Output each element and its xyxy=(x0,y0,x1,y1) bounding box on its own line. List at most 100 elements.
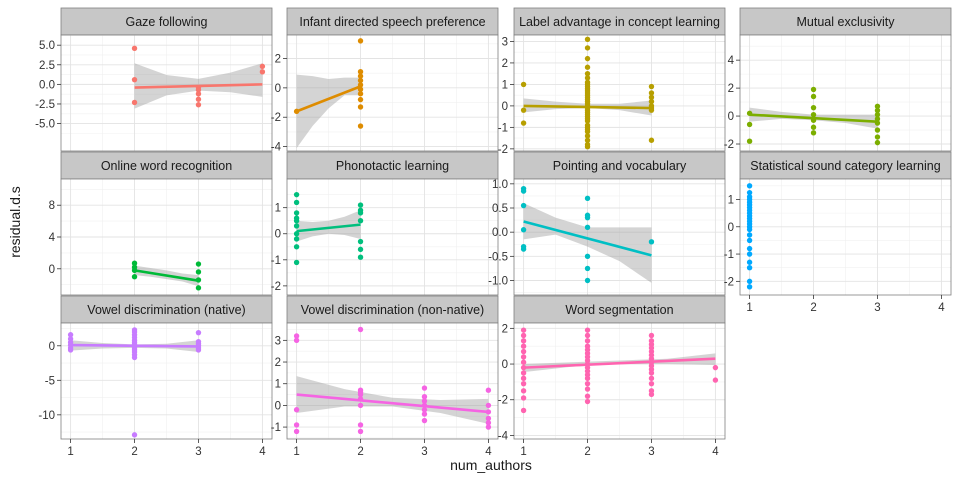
data-point xyxy=(485,420,492,426)
data-point xyxy=(293,259,300,266)
facet-title: Mutual exclusivity xyxy=(797,15,896,29)
data-point xyxy=(584,327,591,333)
facet-title: Vowel discrimination (non-native) xyxy=(301,303,484,317)
y-axis-title: residual.d.s xyxy=(7,186,23,258)
y-tick-label: -4 xyxy=(498,430,509,442)
data-point xyxy=(874,103,881,109)
data-point xyxy=(357,428,364,435)
data-point xyxy=(520,202,527,209)
data-point xyxy=(810,130,817,136)
data-point xyxy=(131,99,138,106)
data-point xyxy=(293,223,300,229)
data-point xyxy=(712,364,719,371)
data-point xyxy=(421,411,428,417)
data-point xyxy=(520,120,527,126)
data-point xyxy=(67,332,74,338)
data-point xyxy=(357,202,364,208)
data-point xyxy=(584,393,591,399)
data-point xyxy=(293,407,300,413)
data-point xyxy=(874,134,881,140)
facet-panel: Word segmentation -4 -2 0 2 1 2 3 4 xyxy=(498,295,726,458)
fit-line xyxy=(749,113,878,123)
data-point xyxy=(357,326,364,333)
data-point xyxy=(746,259,753,265)
data-point xyxy=(584,144,591,150)
data-point xyxy=(293,191,300,198)
y-tick-label: 0 xyxy=(275,229,281,241)
y-tick-label: 2 xyxy=(502,323,508,335)
data-point xyxy=(357,254,364,260)
y-tick-label: 0 xyxy=(275,400,281,412)
data-point xyxy=(293,422,300,428)
y-tick-label: -2 xyxy=(498,395,508,407)
data-point xyxy=(584,214,591,221)
y-tick-label: 2 xyxy=(502,58,508,70)
panel-border xyxy=(286,322,499,440)
data-point xyxy=(648,332,655,339)
data-point xyxy=(584,253,591,260)
data-point xyxy=(584,36,591,42)
facet-panel: Gaze following -5.0 -2.5 0.0 2.5 5.0 xyxy=(35,7,273,152)
y-tick-label: 1 xyxy=(275,379,281,391)
facet-panel: Vowel discrimination (non-native) -1 0 1 2 3 1… xyxy=(271,295,499,458)
data-point xyxy=(746,284,753,290)
facet-title: Statistical sound category learning xyxy=(750,159,940,173)
data-point xyxy=(195,87,202,93)
data-point xyxy=(357,91,364,97)
data-point xyxy=(357,391,364,398)
data-point xyxy=(584,70,591,77)
data-point xyxy=(357,210,364,216)
x-tick-label: 1 xyxy=(746,302,752,314)
data-point xyxy=(648,370,655,376)
facet-strip xyxy=(513,151,726,180)
y-tick-label: -2 xyxy=(498,144,508,156)
fit-line xyxy=(523,104,652,110)
data-point xyxy=(131,354,138,361)
data-point xyxy=(293,231,300,237)
data-point xyxy=(584,332,591,339)
data-point xyxy=(520,188,527,194)
data-point xyxy=(357,238,364,245)
y-tick-label: -5.0 xyxy=(35,119,55,131)
x-tick-label: 3 xyxy=(648,446,654,458)
data-point xyxy=(195,269,202,275)
data-point xyxy=(584,118,591,124)
data-point xyxy=(584,45,591,51)
data-point xyxy=(67,347,74,353)
y-tick-label: 3 xyxy=(502,36,508,48)
facet-panel: Phonotactic learning -2 -1 0 1 xyxy=(271,151,499,296)
data-point xyxy=(357,422,364,428)
data-point xyxy=(293,199,300,206)
y-tick-label: 0 xyxy=(502,359,508,371)
y-tick-label: 8 xyxy=(49,200,55,212)
facet-strip xyxy=(60,151,273,180)
fit-line xyxy=(523,357,716,369)
fit-line xyxy=(70,343,199,348)
data-point xyxy=(584,375,591,382)
facet-title: Vowel discrimination (native) xyxy=(87,303,245,317)
x-tick-label: 3 xyxy=(195,446,201,458)
data-point xyxy=(874,127,881,133)
x-axis-title: num_authors xyxy=(450,457,532,473)
data-point xyxy=(195,91,202,97)
data-point xyxy=(810,124,817,130)
data-point xyxy=(520,407,527,414)
x-tick-label: 3 xyxy=(421,446,427,458)
x-tick-label: 2 xyxy=(357,446,363,458)
data-point xyxy=(293,244,300,250)
y-tick-label: 0 xyxy=(49,264,55,276)
y-tick-label: 0 xyxy=(728,111,734,123)
y-tick-label: -2 xyxy=(271,112,281,124)
x-tick-label: 1 xyxy=(293,446,299,458)
data-point xyxy=(520,338,527,344)
y-tick-label: -2 xyxy=(724,276,734,288)
data-point xyxy=(874,111,881,118)
data-point xyxy=(421,398,428,404)
data-point xyxy=(746,121,753,128)
data-point xyxy=(810,93,817,100)
data-point xyxy=(584,137,591,143)
data-point xyxy=(357,402,364,409)
facet-panel: Infant directed speech preference -4 -2 0 2 xyxy=(271,7,499,154)
data-point xyxy=(131,45,138,52)
data-point xyxy=(520,359,527,365)
